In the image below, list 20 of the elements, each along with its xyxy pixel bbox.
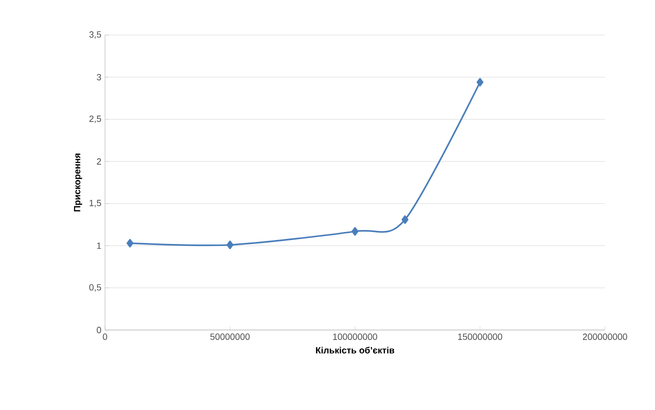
y-tick-label: 1: [97, 242, 102, 249]
point: [352, 227, 358, 236]
y-tick-label: 2: [96, 158, 102, 165]
y-tick-label: 0,5: [89, 284, 102, 292]
x-tick-label: 150000000: [458, 334, 502, 340]
x-tick-label: 0: [102, 334, 108, 340]
point: [226, 240, 234, 250]
x-axis-title: Кількість об’єктів: [316, 346, 394, 354]
x-tick-label: 50000000: [210, 334, 250, 340]
y-tick-label: 3,5: [89, 31, 102, 39]
x-tick-label: 200000000: [582, 334, 628, 340]
y-tick-label: 0: [96, 326, 102, 334]
y-tick-label: 3: [96, 74, 102, 80]
point: [126, 238, 134, 248]
y-axis-title: Прискорення: [74, 154, 82, 212]
x-tick-label: 100000000: [333, 334, 378, 340]
point: [476, 78, 484, 87]
point: [402, 215, 408, 224]
y-tick-label: 2,5: [89, 116, 102, 123]
y-tick-label: 1,5: [90, 200, 102, 208]
